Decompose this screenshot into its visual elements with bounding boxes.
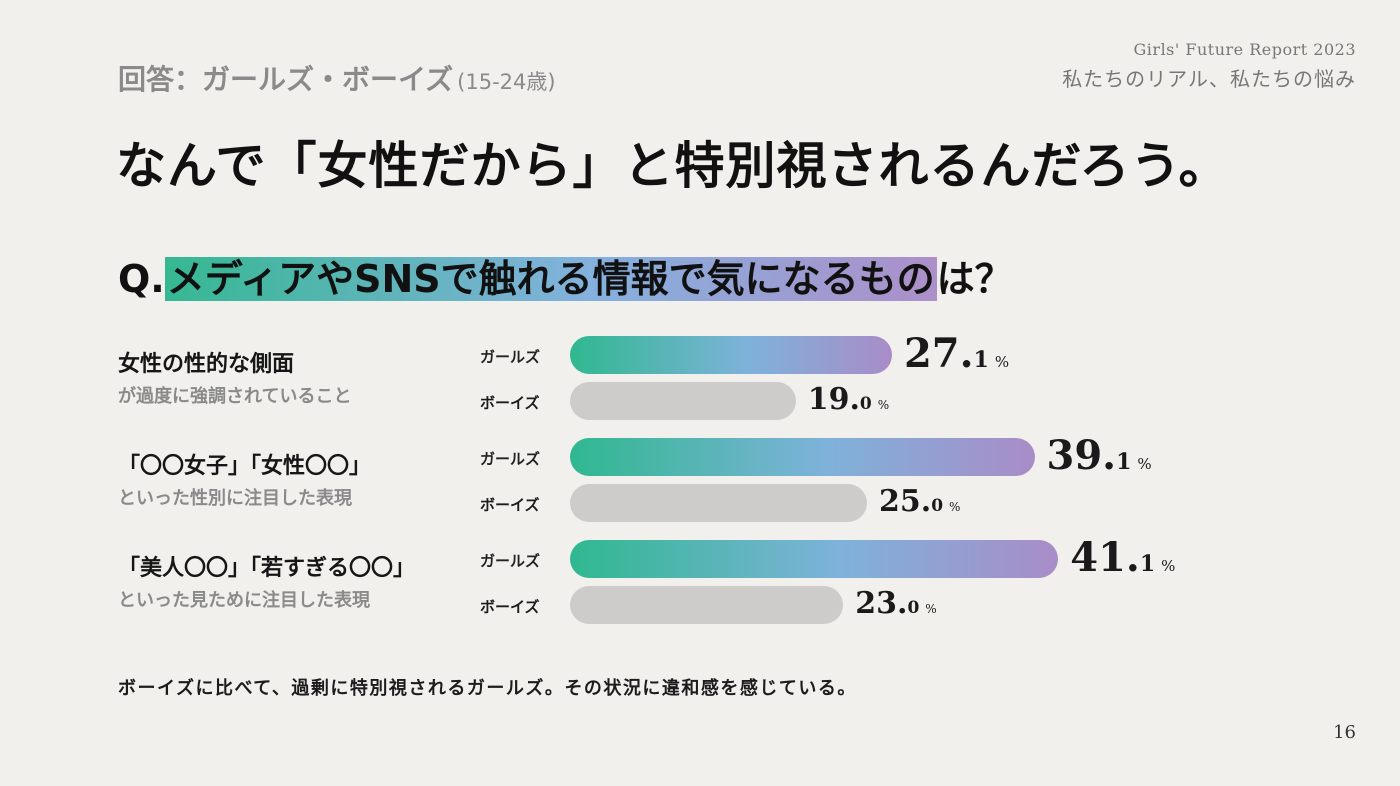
- group-label-boys: ボーイズ: [480, 598, 540, 616]
- item-label-sub: といった見ために注目した表現: [118, 590, 370, 611]
- item-label-sub: が過度に強調されていること: [118, 386, 352, 407]
- report-name: Girls' Future Report 2023: [1133, 40, 1356, 59]
- question: Q.メディアやSNSで触れる情報で気になるものは？: [118, 248, 1013, 303]
- value-int: 27.: [903, 330, 974, 377]
- bar-boys: [570, 382, 796, 420]
- question-prefix: Q.: [118, 257, 165, 301]
- value-int: 41.: [1070, 534, 1140, 581]
- value-int: 23.: [855, 586, 908, 621]
- value-decimal: 1: [1116, 449, 1132, 475]
- conclusion: ボーイズに比べて、過剰に特別視されるガールズ。その状況に違和感を感じている。: [118, 678, 857, 699]
- age-range: (15-24歳): [457, 70, 556, 94]
- value-decimal: 0: [859, 394, 872, 414]
- bar-boys: [570, 586, 844, 624]
- item-label-main: 「〇〇女子」「女性〇〇」: [118, 454, 372, 479]
- bar-boys: [570, 484, 867, 522]
- value-percent: %: [994, 353, 1010, 371]
- bar-girls: [570, 336, 892, 374]
- group-label-girls: ガールズ: [480, 348, 541, 366]
- value-int: 19.: [807, 382, 860, 417]
- headline: なんで「女性だから」と特別視されるんだろう。: [116, 136, 1230, 195]
- value-int: 39.: [1046, 432, 1117, 479]
- item-label: 「〇〇女子」「女性〇〇」といった性別に注目した表現: [118, 448, 371, 510]
- group-label-boys: ボーイズ: [480, 496, 540, 514]
- group-label-girls: ガールズ: [480, 552, 541, 570]
- value-label-girls: 27.1%: [904, 330, 1009, 377]
- value-label-boys: 23.0%: [855, 586, 936, 621]
- group-label-girls: ガールズ: [480, 450, 541, 468]
- value-percent: %: [949, 500, 961, 514]
- group-label-boys: ボーイズ: [480, 394, 540, 412]
- respondents-label: 回答：ガールズ・ボーイズ (15-24歳): [118, 58, 556, 98]
- value-decimal: 1: [973, 347, 989, 373]
- item-label-sub: といった性別に注目した表現: [118, 488, 352, 509]
- value-percent: %: [925, 602, 937, 616]
- item-label: 「美人〇〇」「若すぎる〇〇」といった見ために注目した表現: [118, 550, 415, 612]
- value-decimal: 0: [907, 598, 920, 618]
- item-label-main: 「美人〇〇」「若すぎる〇〇」: [118, 556, 416, 581]
- value-label-girls: 39.1%: [1047, 432, 1152, 479]
- report-brand: Girls' Future Report 2023 私たちのリアル、私たちの悩み: [1062, 40, 1356, 92]
- value-decimal: 0: [931, 496, 944, 516]
- item-label: 女性の性的な側面が過度に強調されていること: [118, 346, 351, 408]
- value-label-boys: 25.0%: [879, 484, 960, 519]
- bar-girls: [570, 438, 1035, 476]
- value-label-boys: 19.0%: [808, 382, 889, 417]
- value-percent: %: [1161, 557, 1176, 575]
- page-number: 16: [1333, 722, 1356, 743]
- question-highlight: メディアやSNSで触れる情報で気になるもの: [164, 257, 937, 301]
- value-label-girls: 41.1%: [1070, 534, 1175, 581]
- question-suffix: は？: [936, 257, 1013, 301]
- item-label-main: 女性の性的な側面: [118, 352, 295, 377]
- value-percent: %: [1137, 455, 1152, 473]
- report-subtitle: 私たちのリアル、私たちの悩み: [1062, 67, 1356, 91]
- value-int: 25.: [879, 484, 932, 519]
- value-percent: %: [877, 398, 890, 412]
- value-decimal: 1: [1139, 551, 1156, 577]
- respondents-text: 回答：ガールズ・ボーイズ: [118, 63, 454, 96]
- bar-girls: [570, 540, 1059, 578]
